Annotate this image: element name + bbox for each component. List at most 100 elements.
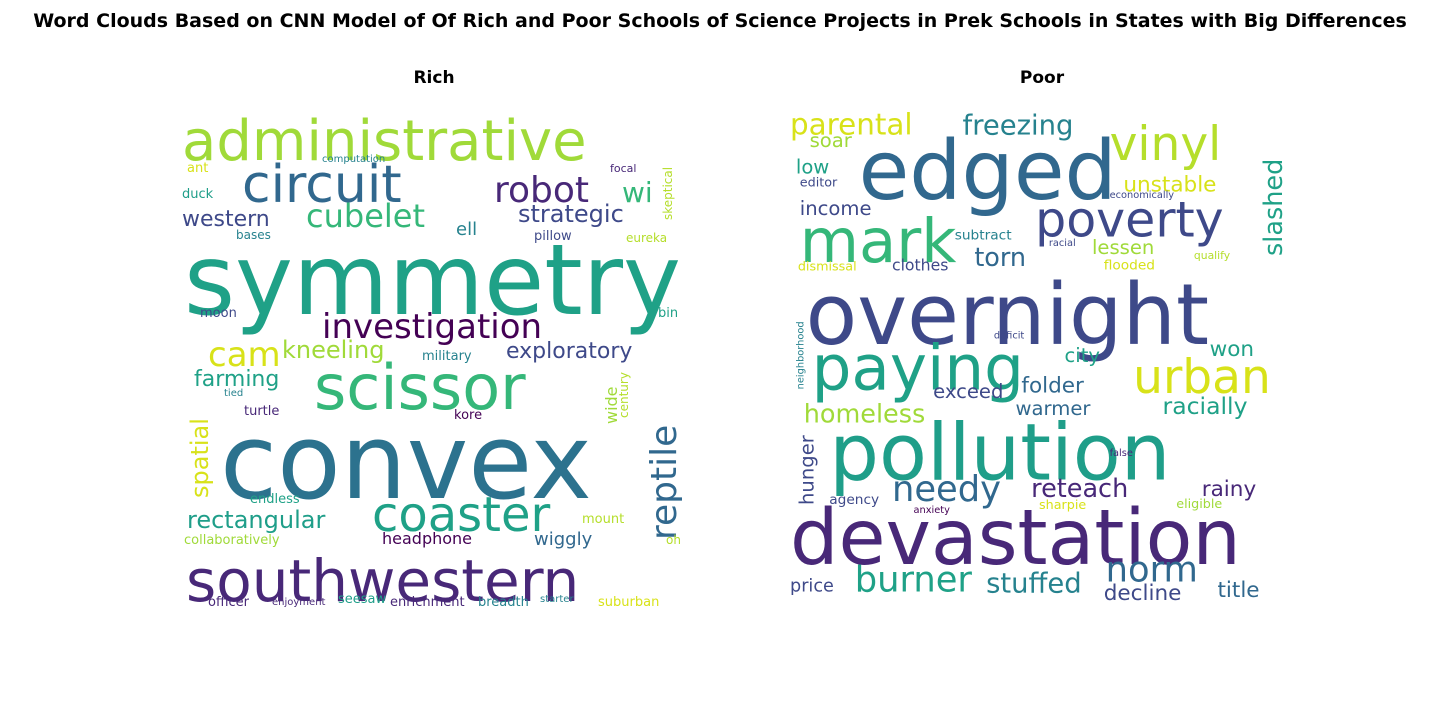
word-mount: mount xyxy=(582,512,624,527)
word-strategic: strategic xyxy=(518,200,624,228)
word-homeless: homeless xyxy=(804,400,926,430)
word-subtract: subtract xyxy=(955,227,1013,243)
word-seesaw: seesaw xyxy=(338,592,387,607)
word-won: won xyxy=(1210,337,1254,362)
word-needy: needy xyxy=(892,469,1001,510)
word-skeptical: skeptical xyxy=(661,167,675,220)
word-qualify: qualify xyxy=(1194,249,1231,262)
word-cubelet: cubelet xyxy=(306,197,425,235)
word-deficit: deficit xyxy=(994,330,1025,341)
word-agency: agency xyxy=(829,492,879,508)
word-military: military xyxy=(422,349,472,364)
word-exploratory: exploratory xyxy=(506,339,632,364)
word-ant: ant xyxy=(187,161,208,176)
word-burner: burner xyxy=(855,559,973,600)
word-tied: tied xyxy=(224,388,243,399)
word-warmer: warmer xyxy=(1015,397,1091,420)
word-clothes: clothes xyxy=(892,256,948,275)
word-ell: ell xyxy=(456,219,477,240)
word-stuffed: stuffed xyxy=(986,568,1082,599)
word-title: title xyxy=(1217,578,1259,603)
word-reptile: reptile xyxy=(644,425,682,540)
word-administrative: administrative xyxy=(182,109,587,174)
word-breadth: breadth xyxy=(478,595,529,610)
word-farming: farming xyxy=(194,367,279,392)
word-editor: editor xyxy=(800,175,838,190)
word-bin: bin xyxy=(658,306,678,321)
word-coaster: coaster xyxy=(372,487,551,543)
word-century: century xyxy=(617,372,631,418)
word-southwestern: southwestern xyxy=(186,547,579,610)
word-circuit: circuit xyxy=(242,155,402,215)
word-moon: moon xyxy=(200,306,237,321)
word-endless: endless xyxy=(250,492,300,507)
word-reteach: reteach xyxy=(1031,474,1128,504)
word-collaboratively: collaboratively xyxy=(184,533,280,548)
word-edged: edged xyxy=(859,124,1117,219)
word-wi: wi xyxy=(622,176,653,209)
word-enrichment: enrichment xyxy=(390,595,465,610)
word-investigation: investigation xyxy=(322,307,542,347)
word-pollution: pollution xyxy=(829,408,1170,499)
word-overnight: overnight xyxy=(806,266,1209,364)
word-devastation: devastation xyxy=(790,494,1241,583)
word-price: price xyxy=(790,576,834,596)
word-turtle: turtle xyxy=(244,404,279,419)
word-freezing: freezing xyxy=(963,110,1074,141)
word-wide: wide xyxy=(602,386,621,424)
word-urban: urban xyxy=(1133,350,1271,405)
word-norm: norm xyxy=(1106,549,1198,590)
word-scissor: scissor xyxy=(314,351,526,424)
word-decline: decline xyxy=(1104,581,1182,606)
word-symmetry: symmetry xyxy=(184,224,681,338)
word-wiggly: wiggly xyxy=(534,529,593,550)
word-racially: racially xyxy=(1163,392,1248,420)
word-hunger: hunger xyxy=(796,434,819,505)
word-soar: soar xyxy=(810,129,853,152)
word-oh: oh xyxy=(666,533,681,547)
word-racial: racial xyxy=(1049,238,1076,249)
word-low: low xyxy=(796,156,829,179)
word-vinyl: vinyl xyxy=(1110,117,1222,172)
word-false: false xyxy=(1110,448,1133,459)
word-duck: duck xyxy=(182,187,214,202)
word-parental: parental xyxy=(790,107,913,141)
word-paying: paying xyxy=(812,331,1024,404)
chart-title: Word Clouds Based on CNN Model of Of Ric… xyxy=(33,10,1407,32)
word-anxiety: anxiety xyxy=(914,505,951,516)
word-unstable: unstable xyxy=(1123,172,1216,197)
word-cam: cam xyxy=(208,335,281,375)
word-slashed: slashed xyxy=(1259,159,1289,256)
word-poverty: poverty xyxy=(1035,191,1224,248)
word-enjoyment: enjoyment xyxy=(272,597,326,608)
word-rainy: rainy xyxy=(1202,477,1257,502)
panel-title-poor: Poor xyxy=(1019,68,1065,88)
word-rectangular: rectangular xyxy=(187,506,325,534)
word-eureka: eureka xyxy=(626,231,667,245)
word-lessen: lessen xyxy=(1092,236,1154,259)
word-kore: kore xyxy=(454,408,482,423)
word-pillow: pillow xyxy=(534,229,572,244)
word-income: income xyxy=(800,197,872,220)
word-computation: computation xyxy=(322,154,385,165)
word-spatial: spatial xyxy=(186,418,214,498)
panel-title-rich: Rich xyxy=(413,68,455,88)
word-western: western xyxy=(182,207,270,232)
word-focal: focal xyxy=(610,162,636,175)
word-starter: starter xyxy=(540,594,574,605)
word-kneeling: kneeling xyxy=(282,336,384,364)
word-convex: convex xyxy=(220,401,592,523)
word-officer: officer xyxy=(208,595,250,610)
word-dismissal: dismissal xyxy=(798,260,857,275)
word-torn: torn xyxy=(974,243,1026,273)
word-city: city xyxy=(1065,344,1101,367)
word-eligible: eligible xyxy=(1176,497,1222,512)
word-robot: robot xyxy=(494,170,589,211)
word-exceed: exceed xyxy=(933,380,1003,403)
word-flooded: flooded xyxy=(1104,258,1155,274)
word-sharpie: sharpie xyxy=(1039,498,1086,513)
word-economically: economically xyxy=(1110,190,1175,201)
word-headphone: headphone xyxy=(382,529,472,548)
